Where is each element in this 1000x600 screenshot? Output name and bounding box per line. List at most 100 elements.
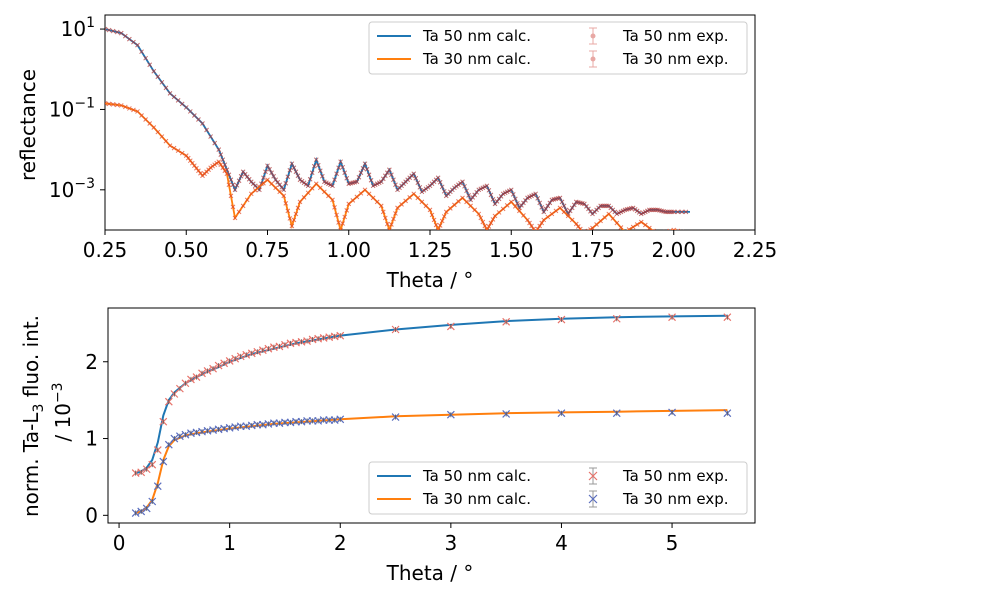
top-exp-marker [500,206,506,212]
top-exp-marker [291,165,297,171]
bottom-y-tick-label: 2 [85,350,98,374]
top-exp-marker [577,226,583,230]
top-exp-marker [212,140,218,146]
top-exp-marker [332,177,337,183]
top-exp-marker [529,223,534,229]
top-exp-marker [488,192,494,198]
top-exp-marker [155,129,161,135]
top-exp-marker [504,203,510,208]
top-exp-marker [131,39,136,45]
top-exp-marker [319,173,325,179]
top-x-tick-label: 0.50 [164,238,209,262]
top-exp-marker [106,101,112,107]
top-exp-marker [196,117,201,122]
top-exp-marker [228,193,234,199]
top-exp-marker [295,173,301,179]
top-exp-marker [322,189,327,195]
top-exp-marker [360,165,366,171]
top-series-line [105,102,678,230]
top-exp-marker [478,215,484,221]
top-exp-marker [326,193,331,199]
bottom-x-tick-label: 3 [444,531,457,555]
top-exp-marker [283,201,289,206]
top-exp-marker [106,27,112,33]
top-exp-marker [293,169,299,175]
top-exp-marker [384,221,390,227]
bottom-y-label-part-b: fluo. int. [19,315,43,404]
top-exp-marker [456,199,461,204]
top-exp-marker [651,228,656,230]
top-exp-marker [220,165,226,171]
top-exp-marker [147,121,153,126]
top-exp-marker [175,98,181,103]
top-exp-marker [159,79,165,85]
top-exp-marker [571,202,577,208]
top-x-tick-label: 0.25 [83,238,128,262]
top-exp-marker [118,30,124,36]
top-exp-marker [545,203,551,209]
top-exp-marker [533,229,538,230]
top-exp-marker [569,217,575,223]
top-exp-marker [305,183,311,189]
top-exp-marker [647,225,652,230]
top-exp-marker [269,181,274,187]
bottom-y-label-part-a: norm. Ta-L [19,412,43,517]
top-x-axis-label: Theta / ° [386,268,474,292]
top-exp-marker [492,213,498,219]
top-exp-marker [155,74,161,80]
top-exp-marker [204,127,209,133]
top-exp-marker [336,165,341,171]
top-exp-marker [413,175,419,181]
top-exp-marker [447,206,453,211]
top-exp-marker [342,170,348,176]
top-exp-marker [393,211,398,216]
top-exp-marker [230,204,236,210]
bottom-legend-label-30nm-exp: Ta 30 nm exp. [622,490,729,508]
top-exp-marker [143,117,148,122]
top-exp-marker [537,200,543,206]
top-exp-marker [330,197,335,203]
top-exp-marker [391,216,396,222]
top-exp-marker [553,208,559,214]
top-exp-marker [567,208,573,214]
top-exp-marker [557,205,563,211]
bottom-legend-label-50nm-calc: Ta 50 nm calc. [422,467,531,485]
top-exp-marker [671,227,677,230]
top-exp-marker [131,107,136,113]
top-exp-marker [521,213,526,218]
top-exp-marker [594,222,599,227]
svg-text:norm. Ta-L3 fluo. int.: norm. Ta-L3 fluo. int. [19,315,47,517]
top-exp-marker [354,194,360,200]
top-exp-marker [630,224,636,230]
top-exp-marker [486,224,492,229]
top-exp-marker [582,232,586,236]
top-exp-marker [330,183,335,189]
bottom-x-tick-label: 0 [113,531,126,555]
top-exp-marker [437,179,443,185]
top-y-tick-label: 10−3 [49,176,95,202]
top-exp-marker [439,218,445,224]
top-exp-marker [192,113,197,118]
top-exp-marker [541,209,547,215]
top-exp-marker [389,222,394,227]
top-x-ticks: 0.25 0.50 0.75 1.00 1.25 1.50 1.75 2.00 2.25 [83,230,777,262]
top-exp-marker [634,222,640,227]
bottom-y-tick-label: 0 [85,503,98,527]
top-x-tick-label: 2.00 [651,238,696,262]
top-exp-marker [147,62,153,68]
top-exp-marker [334,171,339,177]
top-exp-marker [531,226,536,230]
top-legend-label-30nm-calc: Ta 30 nm calc. [422,50,531,68]
top-exp-marker [163,85,169,91]
top-exp-marker [311,163,317,169]
top-exp-marker [218,152,224,158]
top-exp-marker [218,162,224,168]
top-exp-marker [433,222,439,228]
top-exp-marker [305,190,311,196]
top-exp-marker [344,175,350,181]
top-legend-label-50nm-calc: Ta 50 nm calc. [422,27,531,45]
top-exp-marker [460,179,465,185]
top-exp-marker [439,184,445,190]
bottom-series-line [135,314,728,475]
